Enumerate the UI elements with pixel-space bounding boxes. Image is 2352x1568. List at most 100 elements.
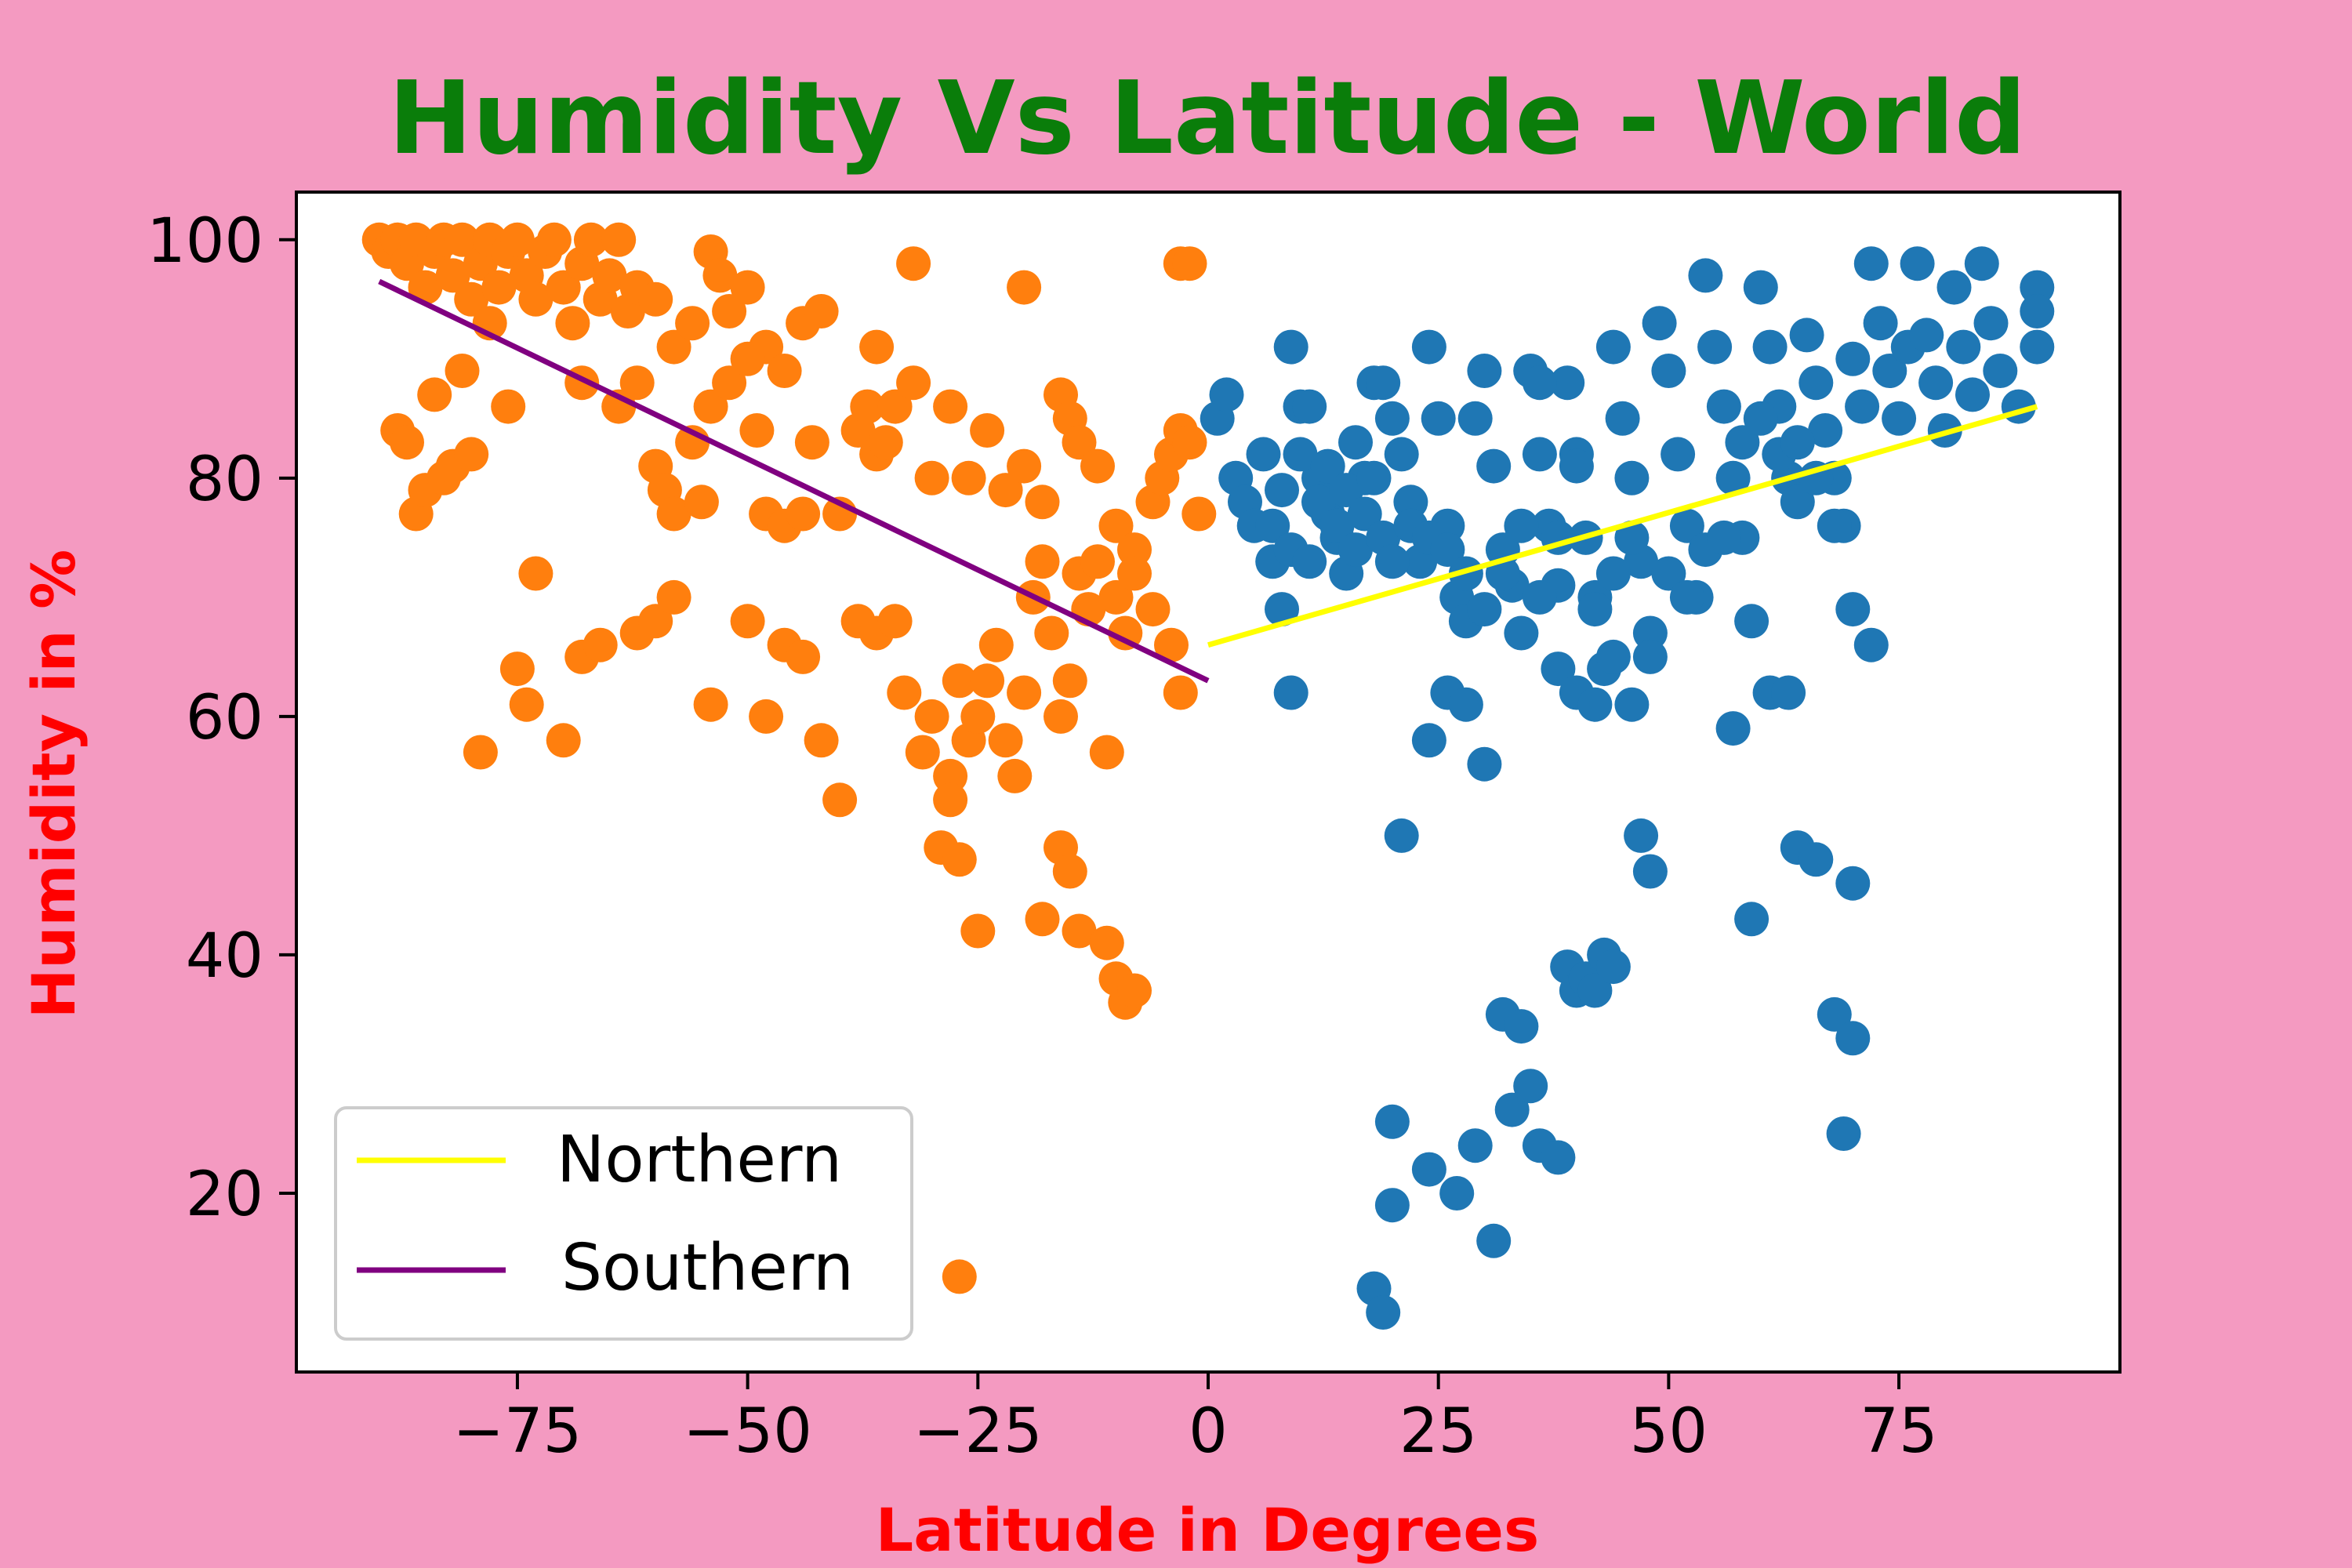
- northern-data-point: [1973, 306, 2009, 341]
- northern-data-point: [1476, 448, 1512, 484]
- northern-data-point: [1614, 520, 1650, 555]
- y-tick-label: 40: [186, 921, 263, 992]
- northern-data-point: [1209, 377, 1244, 412]
- southern-data-point: [988, 723, 1023, 758]
- northern-data-point: [1780, 485, 1815, 520]
- northern-data-point: [1651, 354, 1686, 388]
- southern-data-point: [656, 329, 691, 365]
- southern-data-point: [730, 604, 765, 639]
- northern-data-point: [2020, 329, 2055, 365]
- x-axis-ticks: −75 −50 −25 0 25 50 75: [453, 1372, 1938, 1467]
- southern-data-point: [1154, 627, 1189, 662]
- northern-data-point: [1909, 318, 1944, 353]
- northern-data-point: [1743, 401, 1778, 436]
- y-axis-label: Humidity in %: [19, 550, 89, 1019]
- northern-data-point: [1292, 544, 1327, 579]
- southern-data-point: [887, 675, 922, 710]
- x-tick-label: 25: [1399, 1396, 1477, 1467]
- northern-data-point: [1669, 508, 1704, 543]
- northern-data-point: [1669, 579, 1704, 615]
- northern-data-point: [1338, 425, 1373, 460]
- northern-data-point: [1946, 329, 1981, 365]
- northern-data-point: [1715, 460, 1751, 495]
- northern-data-point: [1457, 401, 1493, 436]
- northern-data-point: [1522, 365, 1557, 401]
- southern-data-point: [583, 627, 618, 662]
- northern-data-point: [1504, 615, 1539, 651]
- southern-data-point: [509, 687, 544, 722]
- northern-regression-line: [1207, 404, 2038, 648]
- northern-data-point: [1522, 579, 1557, 615]
- northern-data-point: [1577, 973, 1613, 1008]
- northern-data-point: [1632, 615, 1668, 651]
- southern-data-point: [601, 222, 637, 257]
- y-tick-label: 80: [186, 445, 263, 515]
- northern-data-point: [1356, 460, 1392, 495]
- legend: Northern Southern: [334, 1106, 913, 1341]
- southern-data-point: [435, 258, 470, 293]
- northern-data-point: [1265, 473, 1299, 508]
- southern-data-point: [933, 389, 968, 424]
- southern-data-point: [1135, 592, 1171, 627]
- southern-data-point: [786, 496, 821, 532]
- southern-data-point: [1025, 902, 1060, 937]
- southern-data-point: [1117, 556, 1152, 591]
- southern-data-point: [712, 365, 747, 401]
- northern-data-point: [1780, 425, 1815, 460]
- southern-data-point: [850, 389, 885, 424]
- southern-data-point: [592, 258, 627, 293]
- southern-data-point: [868, 425, 903, 460]
- y-axis-ticks: 20 40 60 80 100: [147, 206, 296, 1230]
- northern-data-point: [1467, 746, 1502, 782]
- southern-data-point: [786, 639, 821, 674]
- southern-data-point: [1062, 913, 1097, 949]
- legend-box: [334, 1106, 913, 1341]
- northern-data-point: [1541, 652, 1576, 687]
- northern-data-point: [1467, 354, 1502, 388]
- northern-data-point: [1642, 306, 1677, 341]
- southern-data-point: [518, 281, 554, 317]
- southern-data-point: [822, 782, 858, 818]
- northern-data-point: [1752, 329, 1788, 365]
- northern-data-point: [1513, 1069, 1548, 1104]
- northern-data-point: [1734, 604, 1769, 639]
- southern-data-point: [638, 281, 673, 317]
- southern-data-point: [1172, 246, 1207, 281]
- northern-data-point: [1697, 329, 1733, 365]
- southern-data-point: [491, 389, 526, 424]
- southern-data-point: [1007, 270, 1042, 305]
- northern-data-point: [1983, 354, 2018, 388]
- southern-data-point: [1025, 544, 1060, 579]
- x-tick-label: 0: [1189, 1396, 1228, 1467]
- x-tick-label: −25: [913, 1396, 1043, 1467]
- northern-data-point: [1577, 592, 1613, 627]
- southern-data-point: [454, 281, 489, 317]
- northern-data-point: [1329, 473, 1364, 508]
- southern-data-point: [951, 460, 986, 495]
- southern-data-point: [445, 354, 480, 388]
- southern-data-point: [933, 782, 968, 818]
- southern-data-point: [804, 723, 839, 758]
- northern-data-point: [1283, 437, 1318, 472]
- northern-data-point: [1467, 592, 1502, 627]
- northern-data-point: [1632, 854, 1668, 889]
- northern-data-point: [1550, 365, 1585, 401]
- southern-data-point: [804, 294, 839, 328]
- northern-data-point: [1411, 723, 1446, 758]
- northern-data-point: [1319, 508, 1355, 543]
- southern-data-point: [656, 579, 691, 615]
- northern-data-point: [1706, 520, 1741, 555]
- southern-data-point: [712, 294, 747, 328]
- northern-data-point: [1595, 949, 1631, 985]
- northern-data-point: [2020, 270, 2055, 305]
- northern-data-point: [1624, 818, 1659, 853]
- northern-data-point: [1421, 401, 1456, 436]
- southern-data-point: [1172, 425, 1207, 460]
- southern-data-point: [619, 365, 655, 401]
- southern-data-point: [877, 389, 913, 424]
- southern-data-point: [1025, 485, 1060, 520]
- northern-data-point: [1541, 1140, 1576, 1175]
- southern-data-point: [638, 604, 673, 639]
- southern-data-point: [693, 389, 728, 424]
- southern-data-point: [1163, 675, 1198, 710]
